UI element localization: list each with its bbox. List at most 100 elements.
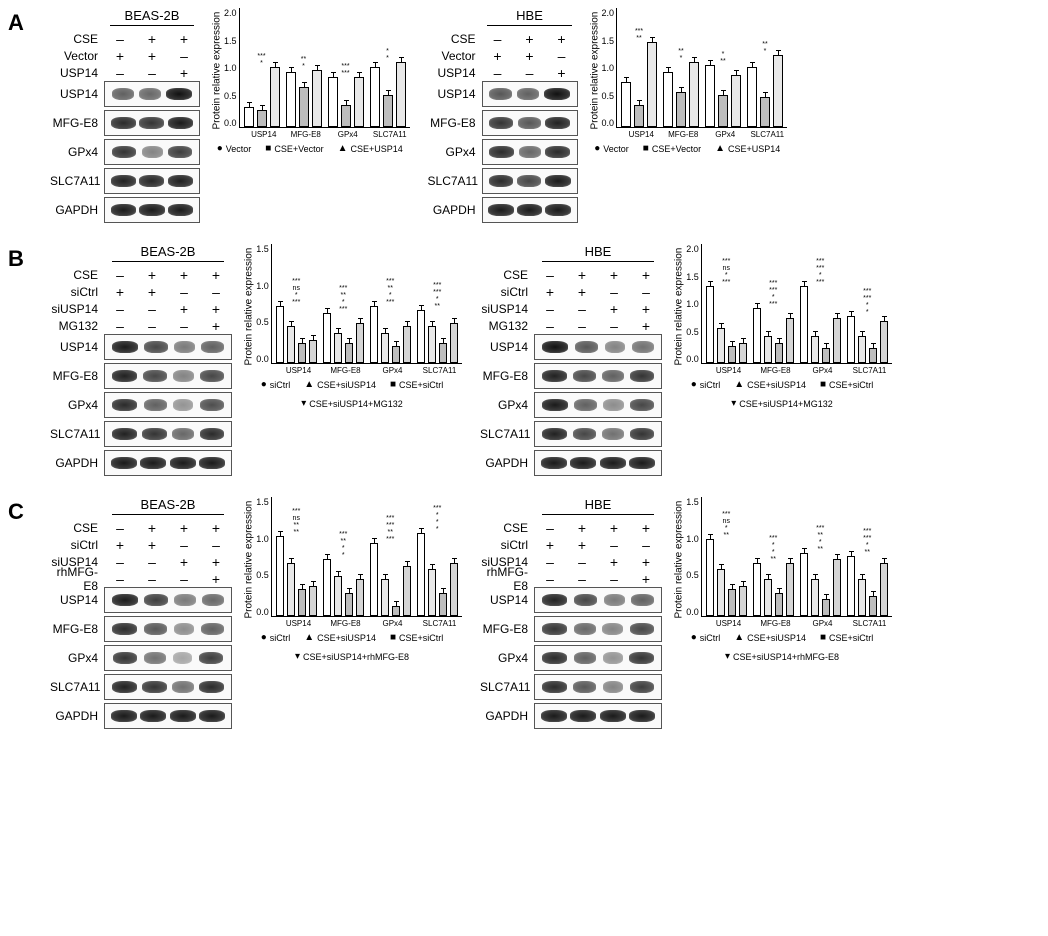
- condition-value: –: [104, 31, 136, 47]
- condition-value: +: [200, 318, 232, 334]
- legend-marker: ▾: [301, 398, 306, 409]
- panel-label: C: [8, 497, 32, 525]
- legend-item: ■CSE+Vector: [643, 143, 701, 154]
- condition-value: –: [136, 571, 168, 587]
- x-tick-label: SLC7A11: [749, 130, 785, 139]
- cell-line-title: HBE: [482, 8, 578, 23]
- bar: [822, 599, 830, 616]
- y-tick: 1.5: [686, 272, 699, 282]
- protein-row: GPx4: [428, 139, 578, 165]
- x-tick-label: SLC7A11: [849, 366, 890, 375]
- y-tick: 1.5: [256, 244, 269, 254]
- band: [600, 710, 626, 722]
- band: [542, 370, 567, 382]
- x-tick-label: MFG-E8: [288, 130, 324, 139]
- bar-group: ********: [847, 316, 888, 364]
- condition-value: –: [104, 65, 136, 81]
- condition-value: +: [630, 318, 662, 334]
- condition-value: +: [566, 267, 598, 283]
- bar: [858, 579, 866, 616]
- legend-item: ■CSE+siCtrl: [390, 379, 443, 390]
- western-blot: HBECSE–++Vector++–USP14––+USP14MFG-E8GPx…: [428, 8, 578, 226]
- band: [111, 710, 137, 722]
- band: [170, 710, 196, 722]
- significance: **********: [753, 280, 794, 308]
- condition-value: –: [566, 318, 598, 334]
- bar: [403, 326, 411, 363]
- subpanel: BEAS-2BCSE–+++siCtrl++––siUSP14––++MG132…: [50, 244, 462, 479]
- condition-value: +: [482, 48, 514, 64]
- band: [174, 623, 194, 635]
- condition-value: +: [136, 31, 168, 47]
- protein-label: MFG-E8: [50, 369, 104, 383]
- band: [202, 594, 224, 606]
- protein-row: GPx4: [480, 645, 662, 671]
- band: [489, 175, 514, 187]
- protein-row: GPx4: [50, 139, 200, 165]
- protein-label: USP14: [428, 87, 482, 101]
- legend-item: ●Vector: [594, 143, 629, 154]
- band: [542, 594, 567, 606]
- bar-group: ***: [286, 70, 322, 128]
- protein-label: MFG-E8: [50, 116, 104, 130]
- legend-item: ▲CSE+siUSP14: [304, 379, 376, 390]
- significance: ***********: [370, 515, 411, 543]
- legend-label: CSE+siCtrl: [829, 380, 873, 390]
- condition-row: MG132–––+: [50, 317, 232, 334]
- y-tick: 1.0: [224, 63, 237, 73]
- band: [574, 399, 596, 411]
- error-bar: [407, 321, 408, 327]
- condition-row: siCtrl++––: [480, 283, 662, 300]
- significance: **********: [800, 258, 841, 286]
- protein-label: GPx4: [50, 398, 104, 412]
- gel-lane-set: [534, 703, 662, 729]
- y-tick: 1.0: [256, 281, 269, 291]
- error-bar: [338, 328, 339, 334]
- error-bar: [291, 321, 292, 327]
- condition-value: +: [630, 571, 662, 587]
- bar: [298, 343, 306, 363]
- bar: [822, 348, 830, 363]
- bar-group: ***ns****: [706, 286, 747, 364]
- condition-value: +: [200, 301, 232, 317]
- bar: [833, 318, 841, 363]
- error-bar: [291, 558, 292, 564]
- protein-label: USP14: [50, 593, 104, 607]
- band: [518, 117, 541, 129]
- gel-lane-set: [534, 334, 662, 360]
- legend-marker: ■: [265, 143, 271, 154]
- protein-label: GPx4: [50, 145, 104, 159]
- error-bar: [407, 561, 408, 567]
- error-bar: [249, 102, 250, 108]
- legend-item: ▾CSE+siUSP14+MG132: [731, 398, 833, 409]
- protein-row: MFG-E8: [50, 363, 232, 389]
- condition-value: –: [482, 31, 514, 47]
- bar: [345, 593, 353, 616]
- bar-chart: Protein relative expression2.01.51.00.50…: [210, 8, 410, 154]
- condition-value: –: [168, 571, 200, 587]
- band: [139, 204, 165, 216]
- protein-label: MFG-E8: [50, 622, 104, 636]
- condition-label: USP14: [50, 66, 104, 80]
- legend-label: siCtrl: [270, 633, 291, 643]
- bar-chart: Protein relative expression2.01.51.00.50…: [672, 244, 892, 409]
- condition-row: USP14––+: [428, 64, 578, 81]
- x-tick-label: MFG-E8: [665, 130, 701, 139]
- band: [630, 399, 654, 411]
- band: [575, 341, 598, 353]
- error-bar: [360, 318, 361, 324]
- x-tick-label: USP14: [278, 366, 319, 375]
- band: [173, 399, 193, 411]
- bar: [731, 75, 741, 128]
- bar-chart: Protein relative expression1.51.00.50.0*…: [242, 497, 462, 662]
- y-tick: 0.5: [686, 570, 699, 580]
- condition-value: +: [168, 301, 200, 317]
- protein-row: MFG-E8: [428, 110, 578, 136]
- protein-row: GAPDH: [50, 703, 232, 729]
- condition-value: –: [598, 537, 630, 553]
- condition-value: +: [566, 537, 598, 553]
- protein-row: USP14: [480, 587, 662, 613]
- error-bar: [862, 331, 863, 337]
- condition-label: USP14: [428, 66, 482, 80]
- error-bar: [262, 105, 263, 111]
